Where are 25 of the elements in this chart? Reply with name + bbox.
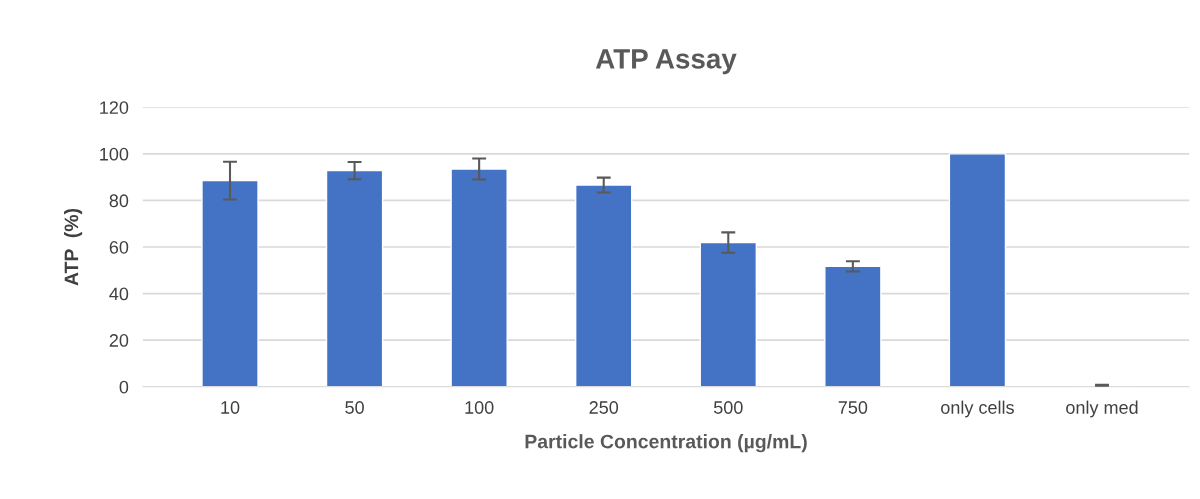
y-tick-label: 80 bbox=[109, 194, 129, 208]
x-tick-label: 750 bbox=[838, 401, 868, 414]
x-tick-label: only cells bbox=[941, 400, 1014, 418]
x-axis-title: Particle Concentration (µg/mL) bbox=[525, 434, 807, 453]
bar bbox=[948, 153, 1007, 387]
bar bbox=[824, 265, 882, 387]
x-tick-label: only med bbox=[1066, 400, 1138, 418]
x-tick-label: 100 bbox=[465, 401, 494, 414]
bar bbox=[325, 169, 384, 387]
bar bbox=[574, 184, 633, 387]
x-tick-label: 50 bbox=[345, 401, 364, 414]
x-tick-label: 250 bbox=[589, 401, 619, 414]
chart-title: ATP Assay bbox=[595, 49, 737, 75]
bar bbox=[450, 168, 508, 387]
y-tick-label: 100 bbox=[100, 147, 129, 161]
y-tick-label: 20 bbox=[109, 334, 129, 347]
bar bbox=[201, 179, 259, 387]
y-axis-title: ATP (%) bbox=[64, 208, 83, 286]
bar bbox=[699, 241, 758, 387]
y-tick-label: 40 bbox=[109, 287, 129, 301]
y-tick-label: 120 bbox=[100, 101, 129, 115]
x-tick-label: 500 bbox=[713, 401, 743, 414]
y-tick-label: 0 bbox=[119, 380, 129, 394]
x-tick-label: 10 bbox=[221, 401, 240, 414]
y-tick-label: 60 bbox=[109, 240, 129, 254]
